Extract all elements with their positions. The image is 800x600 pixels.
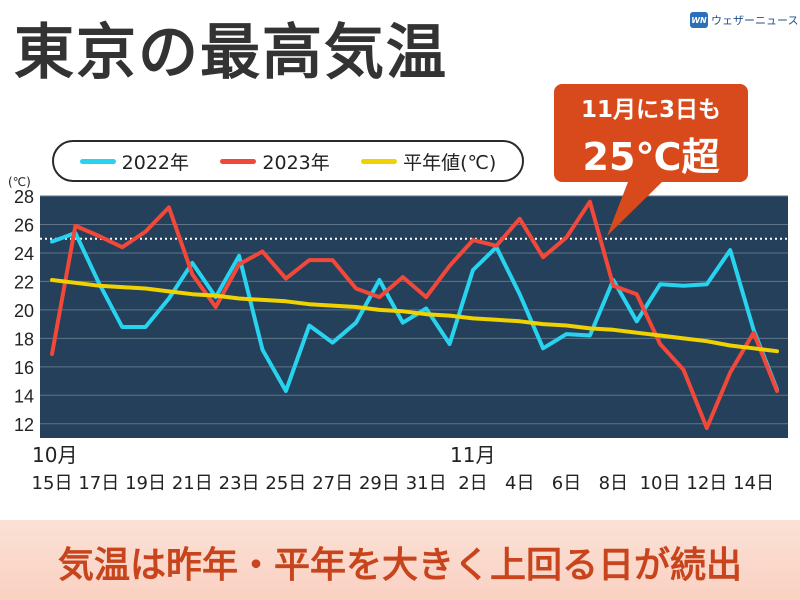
legend-item-normal: 平年値(℃)	[361, 148, 496, 175]
x-tick-label: 19日	[125, 473, 166, 494]
legend-swatch-normal	[361, 158, 398, 164]
callout-line-2: 25℃超	[582, 135, 720, 179]
month-label-nov: 11月	[450, 443, 495, 467]
y-tick-label: 22	[14, 272, 34, 292]
x-tick-label: 23日	[219, 473, 260, 494]
x-tick-label: 2日	[458, 473, 487, 494]
temperature-line-chart: 12 14 16 18 20 22 24 26 28(℃) 15日 17日 19日 21日 23日 25日 2…	[8, 175, 788, 494]
weathernews-logo-mark: WN	[690, 12, 708, 28]
page-title: 東京の最高気温	[14, 18, 448, 88]
x-tick-label: 15日	[32, 473, 73, 494]
y-tick-label: 14	[14, 386, 34, 406]
legend-label-2023: 2023年	[262, 151, 330, 174]
y-tick-label: 12	[14, 415, 34, 435]
weathernews-logo-text: ウェザーニュース	[711, 14, 799, 27]
y-tick-label: 16	[14, 358, 34, 378]
x-tick-label: 8日	[599, 473, 628, 494]
callout-box: 11月に3日も 25℃超	[554, 84, 748, 182]
x-tick-label: 29日	[359, 473, 400, 494]
callout-line-1: 11月に3日も	[580, 97, 721, 123]
x-tick-label: 6日	[552, 473, 581, 494]
x-tick-label: 12日	[686, 473, 727, 494]
x-tick-label: 27日	[312, 473, 353, 494]
x-tick-label: 14日	[733, 473, 774, 494]
x-tick-label: 17日	[78, 473, 119, 494]
legend-item-2022: 2022年	[79, 148, 190, 175]
footer-banner: 気温は昨年・平年を大きく上回る日が続出	[0, 520, 800, 600]
legend-item-2023: 2023年	[220, 148, 330, 175]
month-label-oct: 10月	[32, 443, 77, 467]
y-tick-label: 28	[14, 187, 34, 207]
x-tick-label: 4日	[505, 473, 534, 494]
legend-swatch-2022	[79, 158, 116, 164]
x-tick-label: 31日	[406, 473, 447, 494]
x-tick-label: 10日	[640, 473, 681, 494]
series-line-2	[50, 278, 779, 354]
x-tick-label: 25日	[265, 473, 306, 494]
y-tick-label: 20	[14, 301, 34, 321]
legend-swatch-2023	[220, 158, 257, 164]
legend-label-2022: 2022年	[121, 151, 190, 174]
legend-label-normal: 平年値(℃)	[403, 151, 497, 174]
footer-headline: 気温は昨年・平年を大きく上回る日が続出	[57, 545, 742, 586]
chart-legend: 2022年 2023年 平年値(℃)	[52, 140, 524, 182]
y-tick-label: 26	[14, 215, 34, 235]
y-tick-label: 18	[14, 329, 34, 349]
y-tick-label: 24	[14, 244, 34, 264]
weathernews-logo: WN ウェザーニュース	[690, 12, 798, 28]
x-tick-label: 21日	[172, 473, 213, 494]
y-axis-label: (℃)	[8, 175, 31, 189]
